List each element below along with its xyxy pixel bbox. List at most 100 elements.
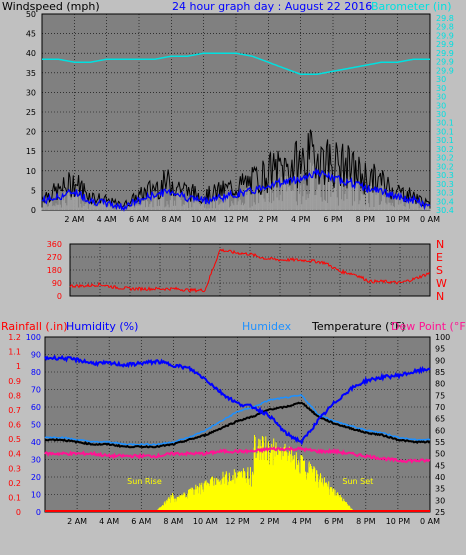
- wind-tick-label: 5: [31, 186, 36, 195]
- barometer-tick-label: 30: [436, 110, 446, 119]
- wind-tick-label: 40: [26, 49, 36, 58]
- barometer-tick-label: 29.9: [436, 40, 454, 49]
- temperature-series: [44, 401, 431, 449]
- barometer-tick-label: 30.1: [436, 136, 454, 145]
- direction-tick-label: 0: [57, 292, 62, 301]
- barometer-tick-label: 30.2: [436, 145, 454, 154]
- temperature-tick-label: 25: [435, 508, 445, 517]
- wind-tick-label: 45: [26, 30, 36, 39]
- humidex-label: Humidex: [242, 320, 292, 333]
- rainfall-tick-label: 0.4: [8, 450, 21, 459]
- compass-label: N: [436, 238, 444, 251]
- humidity-series: [44, 354, 431, 446]
- barometer-tick-label: 30: [436, 101, 446, 110]
- humidity-tick-label: 100: [26, 333, 41, 342]
- wind-tick-label: 35: [26, 69, 36, 78]
- wind-time-label: 12 PM: [224, 215, 249, 224]
- humidity-tick-label: 70: [31, 386, 41, 395]
- wind-average-series: [41, 167, 431, 212]
- rainfall-tick-label: 0.5: [8, 435, 21, 444]
- rainfall-tick-label: 0.9: [8, 377, 21, 386]
- wind-time-label: 8 AM: [161, 215, 181, 224]
- barometer-tick-label: 30.3: [436, 180, 454, 189]
- temperature-time-label: 4 PM: [292, 517, 311, 526]
- humidity-tick-label: 50: [31, 421, 41, 430]
- wind-time-label: 6 PM: [323, 215, 342, 224]
- wind-tick-label: 30: [26, 88, 36, 97]
- temperature-time-label: 10 AM: [193, 517, 218, 526]
- barometer-tick-label: 29.9: [436, 66, 454, 75]
- temperature-tick-label: 60: [435, 426, 445, 435]
- wind-time-label: 8 PM: [356, 215, 375, 224]
- temperature-tick-label: 45: [435, 461, 445, 470]
- compass-label: N: [436, 290, 444, 303]
- wind-time-label: 10 AM: [191, 215, 216, 224]
- temperature-tick-label: 100: [435, 333, 450, 342]
- barometer-tick-label: 30.4: [436, 206, 454, 215]
- humidity-tick-label: 30: [31, 456, 41, 465]
- compass-label: E: [436, 251, 443, 264]
- temperature-time-label: 10 PM: [386, 517, 411, 526]
- temperature-time-label: 0 AM: [420, 517, 440, 526]
- compass-label: S: [436, 264, 443, 277]
- wind-time-label: 4 AM: [97, 215, 117, 224]
- humidity-axis-label: Humidity (%): [66, 320, 138, 333]
- rainfall-tick-label: 1: [16, 362, 21, 371]
- windspeed-axis-label: Windspeed (mph): [2, 0, 100, 13]
- rainfall-tick-label: 0.8: [8, 391, 21, 400]
- barometer-tick-label: 29.9: [436, 31, 454, 40]
- direction-tick-label: 270: [47, 253, 62, 262]
- temperature-tick-label: 70: [435, 403, 445, 412]
- barometer-tick-label: 30.1: [436, 127, 454, 136]
- temperature-tick-label: 30: [435, 496, 445, 505]
- temperature-axis-label: Temperature (°F): [311, 320, 406, 333]
- barometer-tick-label: 29.9: [436, 49, 454, 58]
- solar-radiation-series: [155, 435, 355, 512]
- temperature-time-label: 8 PM: [356, 517, 375, 526]
- sunrise-annotation: Sun Rise: [127, 477, 162, 486]
- barometer-tick-label: 30.2: [436, 154, 454, 163]
- humidex-series: [44, 393, 431, 446]
- barometer-tick-label: 29.9: [436, 58, 454, 67]
- temperature-tick-label: 35: [435, 485, 445, 494]
- chart-title: 24 hour graph day : August 22 2016: [172, 0, 372, 13]
- humidity-tick-label: 40: [31, 438, 41, 447]
- temperature-time-label: 6 AM: [131, 517, 151, 526]
- temperature-time-label: 12 PM: [225, 517, 250, 526]
- barometer-tick-label: 29.8: [436, 14, 454, 23]
- barometer-tick-label: 30.1: [436, 119, 454, 128]
- wind-tick-label: 20: [26, 128, 36, 137]
- rainfall-tick-label: 0: [16, 508, 21, 517]
- humidity-tick-label: 10: [31, 491, 41, 500]
- rainfall-tick-label: 1.2: [8, 333, 21, 342]
- barometer-series: [42, 52, 430, 76]
- wind-time-label: 6 AM: [129, 215, 149, 224]
- direction-series: [69, 248, 431, 293]
- temperature-tick-label: 95: [435, 345, 445, 354]
- direction-tick-label: 180: [47, 266, 62, 275]
- wind-time-label: 0 AM: [420, 215, 440, 224]
- barometer-tick-label: 30.3: [436, 171, 454, 180]
- dew-point-axis-label: Dew Point (°F): [391, 320, 466, 333]
- rainfall-tick-label: 0.2: [8, 479, 21, 488]
- barometer-tick-label: 30.3: [436, 189, 454, 198]
- wind-gust-series: [41, 129, 431, 209]
- wind-tick-label: 10: [26, 167, 36, 176]
- barometer-tick-label: 29.8: [436, 23, 454, 32]
- temperature-time-label: 4 AM: [99, 517, 119, 526]
- rainfall-axis-label: Rainfall (.in): [1, 320, 68, 333]
- wind-tick-label: 0: [31, 206, 36, 215]
- rainfall-tick-label: 0.3: [8, 464, 21, 473]
- barometer-tick-label: 30: [436, 75, 446, 84]
- direction-tick-label: 360: [47, 240, 62, 249]
- barometer-tick-label: 30.4: [436, 197, 454, 206]
- wind-time-label: 10 PM: [385, 215, 410, 224]
- temperature-time-label: 8 AM: [163, 517, 183, 526]
- humidity-tick-label: 90: [31, 351, 41, 360]
- compass-label: W: [436, 277, 447, 290]
- humidity-tick-label: 60: [31, 403, 41, 412]
- humidity-tick-label: 80: [31, 368, 41, 377]
- humidity-tick-label: 0: [36, 508, 41, 517]
